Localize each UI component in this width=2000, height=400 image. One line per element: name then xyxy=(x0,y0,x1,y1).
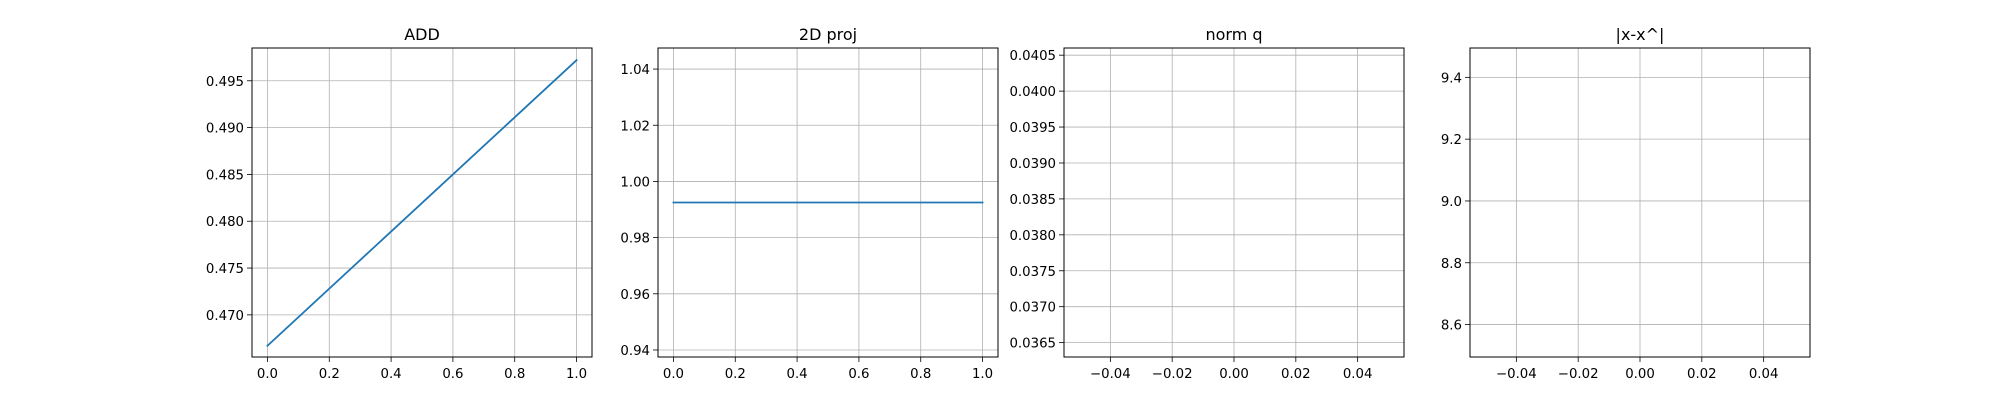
y-tick-label: 0.475 xyxy=(206,262,244,277)
y-tick-label: 8.8 xyxy=(1441,257,1462,272)
chart-add: 0.0 0.2 0.4 0.6 0.8 1.0 0.470 0.475 0.480 0.485 0.… xyxy=(206,25,593,382)
chart-title: norm q xyxy=(1205,25,1262,44)
x-tick-label: 1.0 xyxy=(972,367,993,382)
x-tick-label: 0.6 xyxy=(848,367,869,382)
y-tick-label: 9.4 xyxy=(1441,71,1462,86)
y-tick-label: 8.6 xyxy=(1441,319,1462,334)
x-tick-label: 0.4 xyxy=(787,367,808,382)
axes-frame xyxy=(657,47,999,358)
y-tick-label: 9.2 xyxy=(1441,133,1462,148)
x-tick-label: −0.04 xyxy=(1496,367,1537,382)
y-tick-label: 0.0395 xyxy=(1009,121,1056,136)
x-tick-label: 0.0 xyxy=(663,367,684,382)
axes-frame xyxy=(251,47,593,358)
y-tick-label: 1.00 xyxy=(620,175,650,190)
x-tick-label: 0.02 xyxy=(1687,367,1717,382)
x-tick-label: 0.4 xyxy=(381,367,402,382)
x-tick-label: 0.00 xyxy=(1625,367,1655,382)
x-tick-label: 0.2 xyxy=(319,367,340,382)
y-tick-label: 0.470 xyxy=(206,309,244,324)
chart-title: 2D proj xyxy=(799,25,857,44)
axes-frame xyxy=(1469,47,1811,358)
axes-frame xyxy=(1063,47,1405,358)
y-tick-label: 0.98 xyxy=(620,232,650,247)
x-tick-label: 0.2 xyxy=(725,367,746,382)
chart-x-error: −0.04 −0.02 0.00 0.02 0.04 8.6 8.8 9.0 9.2 9.4 |x-… xyxy=(1441,25,1811,382)
y-tick-label: 0.0400 xyxy=(1009,85,1056,100)
y-tick-label: 0.0385 xyxy=(1009,193,1056,208)
y-tick-label: 0.0365 xyxy=(1009,337,1056,352)
y-tick-label: 0.94 xyxy=(620,344,650,359)
y-tick-label: 0.0405 xyxy=(1009,49,1056,64)
y-tick-label: 0.495 xyxy=(206,75,244,90)
y-tick-label: 0.0375 xyxy=(1009,265,1056,280)
y-tick-label: 0.485 xyxy=(206,168,244,183)
x-tick-label: 0.04 xyxy=(1749,367,1779,382)
x-tick-label: −0.02 xyxy=(1152,367,1193,382)
y-tick-label: 0.0370 xyxy=(1009,301,1056,316)
chart-title: |x-x^| xyxy=(1616,25,1665,44)
y-tick-label: 0.96 xyxy=(620,288,650,303)
x-tick-label: 0.02 xyxy=(1281,367,1311,382)
x-tick-label: 0.0 xyxy=(257,367,278,382)
x-tick-label: −0.02 xyxy=(1558,367,1599,382)
chart-title: ADD xyxy=(404,25,440,44)
y-tick-label: 0.490 xyxy=(206,122,244,137)
x-tick-label: 0.00 xyxy=(1219,367,1249,382)
y-tick-label: 0.0390 xyxy=(1009,157,1056,172)
x-tick-label: 0.8 xyxy=(910,367,931,382)
y-tick-label: 9.0 xyxy=(1441,195,1462,210)
series-line xyxy=(266,58,578,348)
y-tick-label: 1.02 xyxy=(620,119,650,134)
x-tick-label: 0.6 xyxy=(442,367,463,382)
chart-2d-proj: 0.0 0.2 0.4 0.6 0.8 1.0 0.94 0.96 0.98 1.00 1.02 1.… xyxy=(620,25,999,382)
x-tick-label: −0.04 xyxy=(1090,367,1131,382)
y-tick-label: 0.0380 xyxy=(1009,229,1056,244)
x-tick-label: 1.0 xyxy=(566,367,587,382)
y-tick-label: 0.480 xyxy=(206,215,244,230)
x-tick-label: 0.8 xyxy=(504,367,525,382)
chart-norm-q: −0.04 −0.02 0.00 0.02 0.04 0.0365 0.0370 0.0375… xyxy=(1009,25,1405,382)
x-tick-label: 0.04 xyxy=(1343,367,1373,382)
y-tick-label: 1.04 xyxy=(620,63,650,78)
